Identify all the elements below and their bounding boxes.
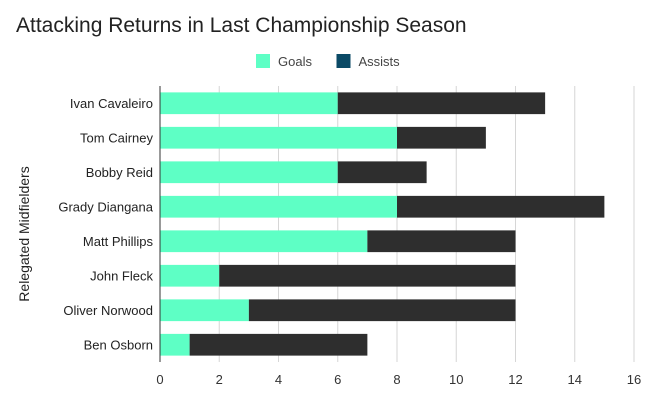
legend: Goals Assists	[256, 54, 400, 69]
bar-assists-4	[367, 230, 516, 253]
x-tick-label: 4	[275, 372, 282, 387]
legend-swatch-assists	[336, 54, 351, 68]
x-tick-label: 12	[508, 372, 522, 387]
bars	[160, 92, 605, 356]
bar-assists-5	[219, 264, 516, 287]
axes: 0 2 4 6 8 10 12 14 16 Ivan Cavaleiro Tom Cairney Bo…	[16, 86, 641, 387]
bar-goals-2	[160, 161, 338, 184]
y-tick-label: Matt Phillips	[83, 234, 154, 249]
legend-swatch-goals	[256, 54, 270, 68]
bar-assists-0	[337, 92, 546, 115]
y-tick-label: Ben Osborn	[84, 337, 153, 352]
x-tick-label: 0	[156, 372, 163, 387]
bar-assists-2	[337, 161, 427, 184]
x-tick-label: 2	[216, 372, 223, 387]
bar-assists-7	[189, 333, 368, 356]
legend-label-goals: Goals	[278, 54, 312, 69]
x-tick-label: 6	[334, 372, 341, 387]
y-axis-title: Relegated Midfielders	[16, 166, 32, 301]
x-tick-label: 10	[449, 372, 463, 387]
y-tick-label: John Fleck	[90, 268, 153, 283]
legend-label-assists: Assists	[359, 54, 401, 69]
bar-goals-0	[160, 92, 338, 115]
bar-goals-1	[160, 126, 397, 149]
y-tick-label: Ivan Cavaleiro	[70, 96, 153, 111]
bar-goals-3	[160, 195, 397, 218]
y-tick-label: Oliver Norwood	[63, 303, 153, 318]
bar-goals-5	[160, 264, 220, 287]
y-tick-label: Grady Diangana	[58, 199, 153, 214]
bar-goals-6	[160, 299, 249, 322]
bar-assists-1	[397, 126, 486, 149]
x-tick-label: 16	[627, 372, 641, 387]
x-tick-label: 14	[568, 372, 582, 387]
y-tick-label: Bobby Reid	[86, 165, 153, 180]
bar-assists-3	[397, 195, 605, 218]
x-tick-label: 8	[393, 372, 400, 387]
bar-assists-6	[248, 299, 516, 322]
y-tick-label: Tom Cairney	[80, 130, 153, 145]
bar-goals-7	[160, 333, 190, 356]
chart-title: Attacking Returns in Last Championship S…	[16, 14, 467, 37]
bar-goals-4	[160, 230, 368, 253]
